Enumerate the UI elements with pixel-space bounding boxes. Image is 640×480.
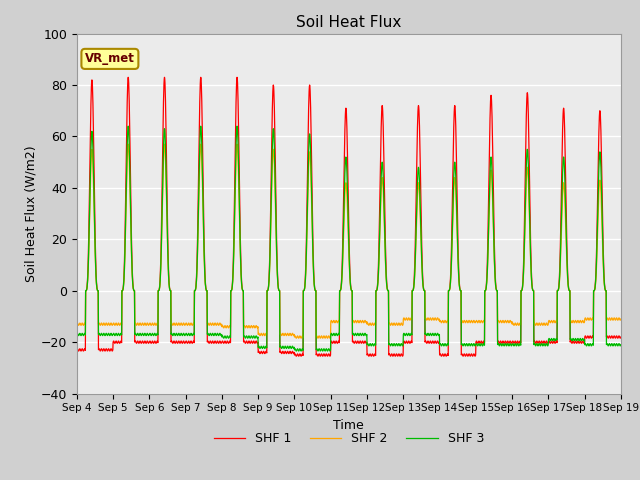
SHF 1 [319,353,326,359]
SHF 1 [584,334,592,340]
SHF 2 [225,325,232,331]
SHF 1 [225,340,232,346]
Text: VR_met: VR_met [85,52,135,65]
SHF 3 [377,191,385,196]
Y-axis label: Soil Heat Flux (W/m2): Soil Heat Flux (W/m2) [25,145,38,282]
SHF 2 [319,336,326,341]
SHF 1 [73,347,81,353]
SHF 3 [584,342,592,348]
SHF 1 [617,334,625,340]
SHF 3 [124,123,132,129]
SHF 3 [570,336,577,341]
SHF 2 [377,203,385,208]
Line: SHF 1: SHF 1 [77,77,621,356]
SHF 3 [508,343,515,348]
SHF 1 [124,74,132,80]
SHF 2 [584,316,592,322]
SHF 3 [319,348,326,354]
SHF 2 [508,320,515,325]
Line: SHF 3: SHF 3 [77,126,621,351]
SHF 3 [365,343,372,349]
SHF 2 [365,323,372,328]
SHF 1 [365,353,372,359]
Line: SHF 2: SHF 2 [77,144,621,338]
SHF 2 [124,141,132,147]
Title: Soil Heat Flux: Soil Heat Flux [296,15,401,30]
SHF 2 [617,316,625,322]
SHF 2 [73,321,81,327]
SHF 3 [617,342,625,348]
SHF 1 [570,338,577,344]
SHF 2 [570,318,577,324]
SHF 3 [73,332,81,337]
SHF 3 [225,335,232,341]
SHF 1 [508,340,515,346]
SHF 1 [377,148,385,154]
Legend: SHF 1, SHF 2, SHF 3: SHF 1, SHF 2, SHF 3 [209,427,489,450]
X-axis label: Time: Time [333,419,364,432]
